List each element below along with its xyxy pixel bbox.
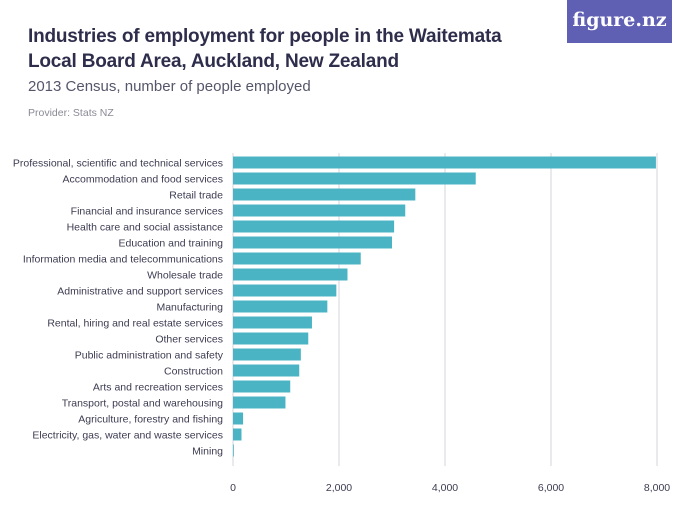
- category-label: Administrative and support services: [57, 285, 223, 297]
- x-tick-label: 8,000: [644, 482, 670, 494]
- x-tick-label: 4,000: [432, 482, 458, 494]
- bar[interactable]: [233, 236, 392, 249]
- bar[interactable]: [233, 284, 337, 297]
- bar[interactable]: [233, 300, 328, 313]
- bar[interactable]: [233, 412, 244, 425]
- provider-note: Provider: Stats NZ: [28, 107, 114, 119]
- category-label: Professional, scientific and technical s…: [13, 157, 223, 169]
- category-label: Accommodation and food services: [63, 173, 224, 185]
- x-tick-label: 2,000: [326, 482, 352, 494]
- category-label: Agriculture, forestry and fishing: [78, 413, 223, 425]
- bar[interactable]: [233, 444, 234, 457]
- x-tick-label: 0: [230, 482, 236, 494]
- bar[interactable]: [233, 316, 312, 329]
- bar[interactable]: [233, 380, 291, 393]
- x-axis-ticks: 0 2,000 4,000 6,000 8,000: [230, 482, 670, 494]
- bar[interactable]: [233, 428, 242, 441]
- category-label: Financial and insurance services: [71, 205, 223, 217]
- bars: [233, 156, 656, 457]
- chart-title: Industries of employment for people in t…: [28, 26, 502, 72]
- bar[interactable]: [233, 156, 656, 169]
- category-label: Mining: [192, 445, 223, 457]
- x-tick-label: 6,000: [538, 482, 564, 494]
- bar[interactable]: [233, 268, 348, 281]
- category-label: Manufacturing: [156, 301, 223, 313]
- category-label: Health care and social assistance: [67, 221, 224, 233]
- bar[interactable]: [233, 220, 395, 233]
- bar[interactable]: [233, 396, 286, 409]
- category-label: Retail trade: [169, 189, 223, 201]
- bar[interactable]: [233, 252, 361, 265]
- category-label: Other services: [155, 333, 223, 345]
- figure-nz-logo[interactable]: figure.nz: [567, 0, 672, 43]
- bar[interactable]: [233, 364, 300, 377]
- bar[interactable]: [233, 204, 406, 217]
- category-label: Arts and recreation services: [93, 381, 223, 393]
- category-label: Electricity, gas, water and waste servic…: [32, 429, 223, 441]
- chart-subtitle: 2013 Census, number of people employed: [28, 78, 311, 95]
- bar[interactable]: [233, 332, 309, 345]
- bar[interactable]: [233, 172, 476, 185]
- category-label: Transport, postal and warehousing: [62, 397, 223, 409]
- category-label: Education and training: [119, 237, 224, 249]
- category-label: Wholesale trade: [147, 269, 223, 281]
- category-label: Information media and telecommunications: [23, 253, 223, 265]
- category-labels: Professional, scientific and technical s…: [13, 157, 224, 457]
- category-label: Public administration and safety: [75, 349, 224, 361]
- category-label: Construction: [164, 365, 223, 377]
- bar[interactable]: [233, 348, 301, 361]
- category-label: Rental, hiring and real estate services: [47, 317, 223, 329]
- bar[interactable]: [233, 188, 416, 201]
